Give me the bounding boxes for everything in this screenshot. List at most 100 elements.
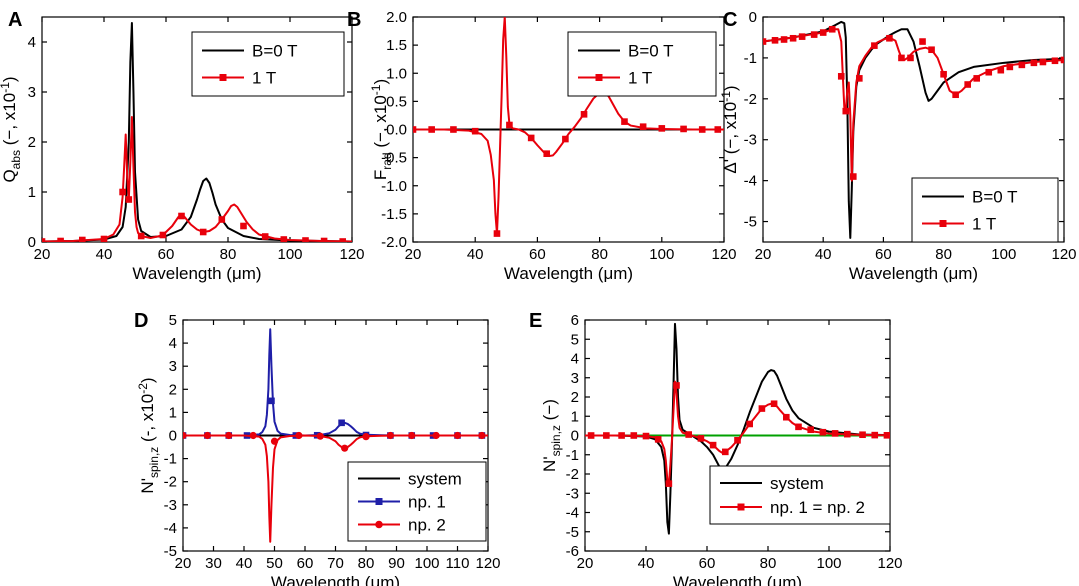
y-tick-label: -5 <box>164 543 177 560</box>
data-point <box>203 431 211 440</box>
data-point <box>580 111 588 118</box>
x-tick-label: 80 <box>591 246 608 263</box>
data-point <box>199 228 207 236</box>
data-point <box>261 233 269 240</box>
panel-a-chart: A 20 40 60 80 100 120 0 1 2 3 4 Wavelength (μm) Qabs … <box>0 9 365 283</box>
y-tick-label: 3 <box>28 84 36 101</box>
y-axis-label-rest: (−) <box>540 399 559 425</box>
data-point <box>225 431 233 440</box>
series-line-1-t <box>413 17 724 235</box>
x-tick-label: 120 <box>475 555 500 572</box>
panel-b-chart: B 20 40 60 80 100 120 -2.0 -1.5 -1.0 -0.5 0.0 0.5 1.0… <box>347 9 737 283</box>
data-point <box>1018 61 1026 69</box>
y-tick-label: -2 <box>566 466 579 483</box>
x-tick-label: 60 <box>297 555 314 572</box>
y-axis-label-base: Q <box>0 169 19 182</box>
y-tick-label: 0.0 <box>386 122 407 139</box>
y-tick-label: -4 <box>164 520 177 537</box>
y-tick-label: 5 <box>571 331 579 348</box>
series-line-system <box>585 322 890 535</box>
data-point <box>280 236 288 242</box>
data-point <box>453 431 462 440</box>
legend-box <box>191 31 345 97</box>
data-point <box>734 437 741 444</box>
data-point <box>183 431 187 440</box>
y-tick-label: -5 <box>744 214 757 231</box>
y-tick-label: -4 <box>566 505 579 522</box>
data-point <box>665 480 673 487</box>
data-point <box>432 431 440 440</box>
legend-marker <box>737 503 745 511</box>
data-point <box>828 25 836 33</box>
x-axis-label: Wavelength (μm) <box>504 264 633 283</box>
x-axis-label: Wavelength (μm) <box>849 264 978 283</box>
x-tick-label: 20 <box>175 555 192 572</box>
y-axis-label: N'spin,z (-, x10-2) <box>136 377 161 493</box>
data-point <box>798 33 806 40</box>
legend-label: system <box>408 470 462 489</box>
data-point <box>178 212 185 220</box>
y-tick-label: -5 <box>566 524 579 541</box>
legend-label: np. 2 <box>408 516 446 535</box>
y-tick-label: -1 <box>566 447 579 464</box>
data-point <box>478 431 486 440</box>
data-point <box>770 400 778 408</box>
x-tick-label: 120 <box>877 555 902 572</box>
y-tick-label: 0 <box>749 9 757 26</box>
data-point <box>338 419 345 427</box>
y-axis-label-sup: -1 <box>719 91 733 102</box>
data-point <box>819 29 827 36</box>
data-point <box>859 431 866 439</box>
data-point <box>408 431 416 440</box>
y-axis-label-sup: -1 <box>369 84 383 95</box>
y-axis-label: Frad (−, x10-1) <box>369 79 394 180</box>
data-point <box>844 430 851 438</box>
data-point <box>940 70 947 78</box>
legend-marker <box>375 520 383 529</box>
data-point <box>621 118 628 125</box>
y-tick-label: -1.0 <box>381 178 407 195</box>
data-point <box>871 42 878 49</box>
data-point <box>1060 56 1064 64</box>
x-tick-label: 100 <box>277 246 302 263</box>
data-point <box>125 196 133 203</box>
y-axis-label: N'spin,z (−) <box>540 399 563 472</box>
data-point <box>1030 59 1038 67</box>
data-point <box>471 127 479 135</box>
data-point <box>362 433 370 441</box>
y-axis-label: Δ' (−, x10-1) <box>719 85 740 173</box>
y-axis-label-sub: spin,z <box>147 447 161 478</box>
y-axis-label-end: ) <box>721 85 740 91</box>
legend-marker <box>939 220 947 227</box>
y-tick-label: 4 <box>571 351 579 368</box>
x-tick-label: 80 <box>760 555 777 572</box>
legend-box <box>567 31 717 97</box>
x-axis-label: Wavelength (μm) <box>132 264 261 283</box>
data-point <box>1051 57 1059 65</box>
data-point <box>697 435 705 442</box>
y-axis-label-sup: -1 <box>0 82 12 93</box>
y-tick-label: 2.0 <box>386 9 407 26</box>
data-point <box>339 238 346 242</box>
plot-area <box>763 20 1064 239</box>
panel-label: B <box>347 9 361 31</box>
y-tick-label: 3 <box>169 358 177 375</box>
x-tick-label: 80 <box>220 246 237 263</box>
x-tick-label: 90 <box>388 555 405 572</box>
x-tick-label: 120 <box>711 246 736 263</box>
legend: system np. 1 = np. 2 <box>709 465 891 525</box>
x-tick-label: 20 <box>755 246 772 263</box>
data-point <box>985 68 993 76</box>
y-tick-label: 0 <box>28 234 36 251</box>
data-point <box>819 428 827 436</box>
legend-label: 1 T <box>628 69 652 88</box>
y-tick-label: 4 <box>169 335 177 352</box>
y-axis-label-base: N' <box>138 478 157 494</box>
data-point <box>428 126 435 133</box>
data-point <box>543 150 551 157</box>
data-point <box>316 432 324 440</box>
legend-label: 1 T <box>252 69 276 88</box>
y-axis-label-end: ) <box>371 79 390 85</box>
legend-marker <box>375 498 383 505</box>
data-point <box>871 431 879 439</box>
